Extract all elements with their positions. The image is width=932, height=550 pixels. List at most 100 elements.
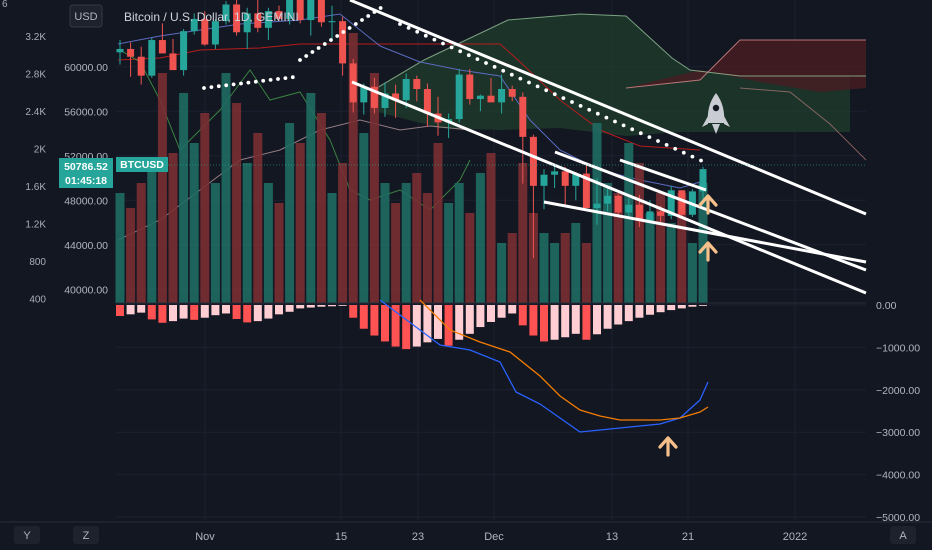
sar-dot: [613, 119, 617, 124]
candle-body: [423, 89, 431, 114]
currency-button[interactable]: [69, 4, 103, 28]
time-tick-label: 13: [606, 531, 618, 543]
histogram-bar: [423, 305, 432, 343]
sar-dot: [347, 26, 352, 30]
senkou-b: [625, 39, 866, 89]
histogram-bar: [349, 305, 358, 318]
sar-dot: [492, 65, 497, 69]
sar-dot: [310, 50, 315, 54]
histogram-bar: [561, 305, 570, 338]
sar-dot: [360, 18, 364, 22]
sar-dot: [656, 139, 660, 143]
candle-body: [275, 11, 283, 19]
volume-bar: [391, 203, 401, 303]
histogram-bar: [518, 305, 527, 326]
histogram-bar: [232, 305, 241, 319]
bottom-toolbar: Y Z A: [0, 521, 932, 544]
volume-bar: [115, 193, 125, 303]
volume-bar: [613, 193, 623, 303]
sar-dot: [458, 49, 463, 54]
sar-dot: [570, 100, 574, 104]
volume-bar: [560, 233, 570, 303]
sar-dot: [253, 79, 258, 84]
candle-body: [593, 203, 601, 209]
histogram-bar: [264, 305, 273, 319]
histogram-bar: [296, 305, 305, 309]
sar-dot: [578, 104, 583, 108]
volume-bar: [571, 223, 581, 303]
price-tick-label: 44000.00: [64, 240, 108, 252]
volume-tick-label: 2K: [34, 145, 47, 156]
volume-bar: [497, 243, 507, 303]
histogram-bar: [402, 305, 411, 350]
volume-bar: [136, 183, 146, 303]
price-tick-label: 48000.00: [64, 195, 108, 207]
candle-body: [190, 18, 198, 32]
trendline: [349, 0, 867, 216]
candle-body: [296, 0, 304, 21]
volume-bar: [677, 193, 687, 303]
histogram-bar: [603, 305, 612, 329]
candle-body: [169, 53, 177, 71]
sar-dot: [561, 96, 566, 100]
toolbar-button-a[interactable]: [890, 526, 916, 544]
time-tick-label: 15: [335, 531, 347, 543]
volume-bar: [147, 163, 157, 303]
volume-bar: [327, 193, 337, 303]
histogram-bar: [200, 305, 209, 318]
volume-bar: [507, 233, 517, 303]
volume-bar: [210, 183, 220, 303]
sar-dot: [366, 14, 371, 18]
histogram-bar: [497, 305, 506, 318]
volume-bar: [380, 183, 390, 303]
price-tick-label: 60000.00: [64, 62, 108, 74]
sar-dot: [630, 127, 635, 132]
chart-title: Bitcoin / U.S. Dollar, 1D, GEMINI: [124, 10, 299, 24]
annotation-arrows: [658, 194, 718, 457]
volume-tick-label: 1.6K: [25, 182, 46, 193]
volume-bar: [486, 153, 496, 303]
sar-dot: [398, 22, 402, 26]
histogram-bar: [614, 305, 623, 325]
candle-body: [455, 74, 463, 120]
volume-bar: [200, 113, 210, 303]
volume-bar: [454, 183, 464, 303]
sar-dot: [544, 88, 549, 93]
candle-body: [508, 89, 516, 97]
volume-bar: [232, 103, 242, 303]
histogram-bar: [455, 305, 464, 340]
candle-body: [370, 86, 378, 108]
macd-tick-label: −4000.00: [876, 470, 920, 482]
toolbar-button-z[interactable]: [73, 526, 99, 544]
histogram-bar: [285, 305, 294, 312]
volume-bar: [634, 163, 644, 303]
tenkan-line: [117, 13, 701, 189]
countdown: 01:45:18: [65, 175, 107, 187]
candle-body: [572, 173, 580, 186]
volume-tick-label: 800: [29, 257, 46, 268]
candle-body: [264, 11, 272, 28]
sar-dot: [335, 34, 340, 38]
sar-dot: [595, 111, 600, 116]
candle-body: [466, 74, 474, 100]
histogram-bar: [158, 305, 167, 323]
trendlines: [349, 0, 867, 295]
volume-axis: 3.2K 2.8K 2.4K 2K 1.6K 1.2K 800 400: [25, 32, 46, 306]
toolbar-button-y[interactable]: [14, 526, 40, 544]
volume-bar: [550, 243, 560, 303]
trendline: [351, 80, 867, 295]
histogram-bar: [222, 305, 230, 314]
parabolic-sar: [202, 6, 703, 163]
volume-bar: [475, 173, 485, 303]
toolbar-label-a: A: [899, 530, 907, 542]
sar-dot: [587, 107, 592, 112]
candle-body: [540, 174, 548, 186]
sar-dot: [449, 45, 454, 50]
volume-bar: [698, 183, 708, 303]
sar-dot: [441, 41, 445, 46]
toolbar-label-y: Y: [23, 530, 31, 542]
sar-dot: [209, 85, 214, 89]
sar-dot: [501, 68, 506, 73]
histogram-bar: [550, 305, 559, 340]
